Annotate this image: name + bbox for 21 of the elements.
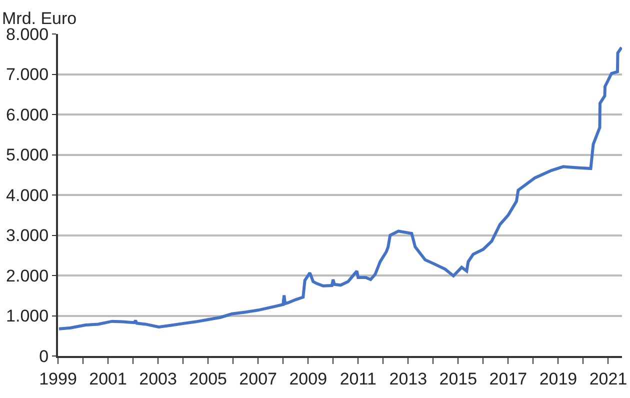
line-series — [58, 46, 622, 330]
x-tick-label: 2013 — [389, 369, 428, 388]
x-tick-label: 2021 — [589, 369, 628, 388]
y-tick-label: 0 — [39, 346, 49, 366]
y-tick-label: 3.000 — [6, 226, 49, 246]
x-tick-label: 2017 — [489, 369, 528, 388]
y-tick-label: 4.000 — [6, 186, 49, 205]
x-tick-label: 2009 — [289, 369, 328, 388]
x-tick-label: 2019 — [539, 369, 578, 388]
y-tick-label: 7.000 — [6, 65, 49, 84]
y-tick-label: 2.000 — [6, 266, 49, 286]
x-tick-label: 2015 — [439, 369, 478, 388]
y-tick-label: 1.000 — [6, 306, 49, 326]
y-tick-label: 5.000 — [6, 146, 49, 165]
x-tick-label: 2003 — [139, 369, 177, 388]
x-tick-label: 2007 — [239, 369, 278, 388]
x-tick-label: 2011 — [340, 369, 376, 388]
x-tick-label: 1999 — [39, 369, 77, 388]
x-tick-label: 2005 — [189, 369, 227, 388]
y-tick-label: 6.000 — [6, 105, 49, 124]
x-tick-label: 2001 — [89, 369, 127, 388]
